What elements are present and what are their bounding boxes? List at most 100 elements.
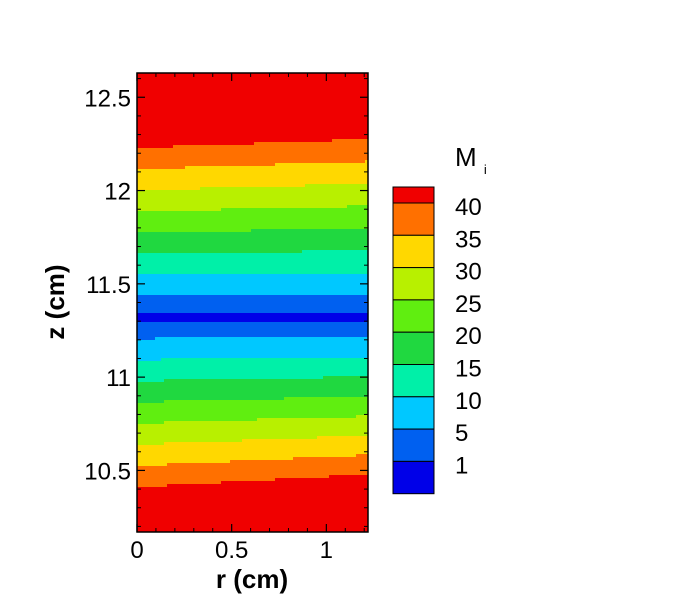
contour-cell — [344, 232, 348, 236]
contour-cell — [344, 256, 348, 260]
contour-cell — [233, 250, 237, 254]
contour-cell — [299, 256, 303, 260]
contour-cell — [155, 121, 159, 125]
contour-cell — [320, 190, 324, 194]
contour-cell — [356, 133, 360, 137]
contour-cell — [290, 100, 294, 104]
contour-cell — [350, 136, 354, 140]
contour-cell — [176, 229, 180, 233]
contour-cell — [308, 181, 312, 185]
contour-cell — [146, 130, 150, 134]
contour-cell — [239, 121, 243, 125]
contour-cell — [353, 262, 357, 266]
contour-cell — [149, 259, 153, 263]
contour-cell — [338, 121, 342, 125]
contour-cell — [347, 133, 351, 137]
contour-cell — [281, 208, 285, 212]
contour-cell — [200, 235, 204, 239]
contour-cell — [335, 163, 339, 167]
contour-cell — [137, 91, 141, 95]
contour-cell — [212, 262, 216, 266]
contour-cell — [287, 106, 291, 110]
contour-cell — [326, 136, 330, 140]
contour-cell — [287, 223, 291, 227]
contour-cell — [218, 160, 222, 164]
contour-cell — [302, 106, 306, 110]
contour-cell — [257, 217, 261, 221]
contour-cell — [335, 184, 339, 188]
contour-cell — [278, 199, 282, 203]
contour-cell — [320, 250, 324, 254]
contour-cell — [149, 187, 153, 191]
contour-cell — [365, 130, 368, 134]
contour-cell — [209, 175, 213, 179]
contour-cell — [200, 259, 204, 263]
contour-cell — [275, 151, 279, 155]
contour-cell — [314, 97, 318, 101]
contour-cell — [266, 259, 270, 263]
contour-cell — [296, 112, 300, 116]
contour-cell — [326, 106, 330, 110]
contour-cell — [173, 124, 177, 128]
contour-cell — [152, 76, 156, 80]
contour-cell — [299, 208, 303, 212]
contour-cell — [254, 157, 258, 161]
contour-cell — [359, 172, 363, 176]
contour-cell — [230, 202, 234, 206]
contour-cell — [161, 238, 165, 242]
contour-cell — [176, 76, 180, 80]
contour-cell — [299, 193, 303, 197]
contour-cell — [356, 256, 360, 260]
contour-cell — [245, 145, 249, 149]
contour-cell — [251, 136, 255, 140]
contour-cell — [353, 127, 357, 131]
contour-cell — [353, 190, 357, 194]
contour-cell — [323, 115, 327, 119]
contour-cell — [137, 151, 141, 155]
contour-cell — [227, 229, 231, 233]
contour-cell — [152, 88, 156, 92]
contour-cell — [305, 172, 309, 176]
contour-cell — [227, 220, 231, 224]
contour-cell — [251, 115, 255, 119]
contour-cell — [239, 262, 243, 266]
contour-cell — [308, 76, 312, 80]
contour-cell — [206, 100, 210, 104]
contour-cell — [158, 217, 162, 221]
contour-cell — [158, 172, 162, 176]
contour-cell — [137, 175, 141, 179]
contour-cell — [143, 238, 147, 242]
contour-cell — [329, 151, 333, 155]
contour-cell — [170, 106, 174, 110]
contour-cell — [275, 145, 279, 149]
contour-cell — [332, 199, 336, 203]
contour-cell — [317, 160, 321, 164]
contour-cell — [230, 133, 234, 137]
contour-cell — [215, 154, 219, 158]
contour-cell — [314, 169, 318, 173]
contour-cell — [347, 109, 351, 113]
contour-cell — [242, 199, 246, 203]
contour-cell — [317, 211, 321, 215]
contour-cell — [179, 169, 183, 173]
contour-cell — [254, 106, 258, 110]
contour-cell — [362, 196, 366, 200]
contour-cell — [272, 139, 276, 143]
contour-cell — [329, 247, 333, 251]
contour-cell — [278, 169, 282, 173]
contour-cell — [266, 100, 270, 104]
contour-cell — [209, 163, 213, 167]
contour-cell — [305, 259, 309, 263]
contour-cell — [149, 217, 153, 221]
contour-cell — [140, 76, 144, 80]
contour-cell — [161, 259, 165, 263]
contour-cell — [272, 163, 276, 167]
contour-cell — [158, 184, 162, 188]
contour-cell — [236, 160, 240, 164]
contour-cell — [311, 157, 315, 161]
contour-cell — [161, 211, 165, 215]
contour-cell — [269, 118, 273, 122]
contour-cell — [182, 94, 186, 98]
contour-cell — [281, 238, 285, 242]
contour-cell — [296, 82, 300, 86]
